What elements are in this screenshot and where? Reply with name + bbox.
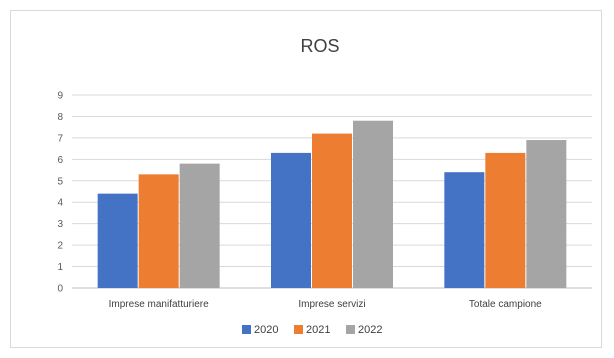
bar-2022: [526, 140, 567, 288]
y-tick-label: 0: [57, 284, 63, 295]
bar-2022: [353, 120, 393, 288]
bar-2020: [97, 193, 138, 288]
x-category-label: Imprese servizi: [298, 299, 365, 310]
legend-label: 2021: [306, 324, 330, 336]
y-tick-label: 7: [57, 133, 63, 144]
chart-title: ROS: [300, 36, 339, 56]
legend-swatch: [294, 325, 303, 334]
y-tick-label: 4: [57, 198, 63, 209]
bar-2021: [138, 174, 179, 288]
bar-2022: [179, 163, 220, 288]
legend-swatch: [346, 325, 355, 334]
legend-swatch: [242, 325, 251, 334]
y-tick-label: 5: [57, 176, 63, 187]
y-tick-label: 1: [57, 262, 63, 273]
y-tick-label: 2: [57, 241, 63, 252]
legend: 2020 2021 2022: [242, 324, 382, 336]
x-category-label: Totale campione: [469, 299, 542, 310]
x-axis-categories: Imprese manifatturiere Imprese servizi Tot…: [109, 299, 543, 310]
bar-2021: [485, 152, 526, 288]
legend-label: 2020: [254, 324, 278, 336]
x-category-label: Imprese manifatturiere: [109, 299, 209, 310]
bar-2021: [312, 133, 352, 288]
y-tick-label: 3: [57, 219, 63, 230]
legend-label: 2022: [358, 324, 382, 336]
y-tick-label: 9: [57, 91, 63, 102]
bar-2020: [271, 152, 311, 288]
y-tick-label: 6: [57, 155, 63, 166]
bar-layer: [97, 120, 567, 288]
y-axis-ticks: 0 1 2 3 4 5 6 7 8 9: [57, 91, 63, 295]
bar-2020: [444, 172, 485, 288]
y-tick-label: 8: [57, 112, 63, 123]
